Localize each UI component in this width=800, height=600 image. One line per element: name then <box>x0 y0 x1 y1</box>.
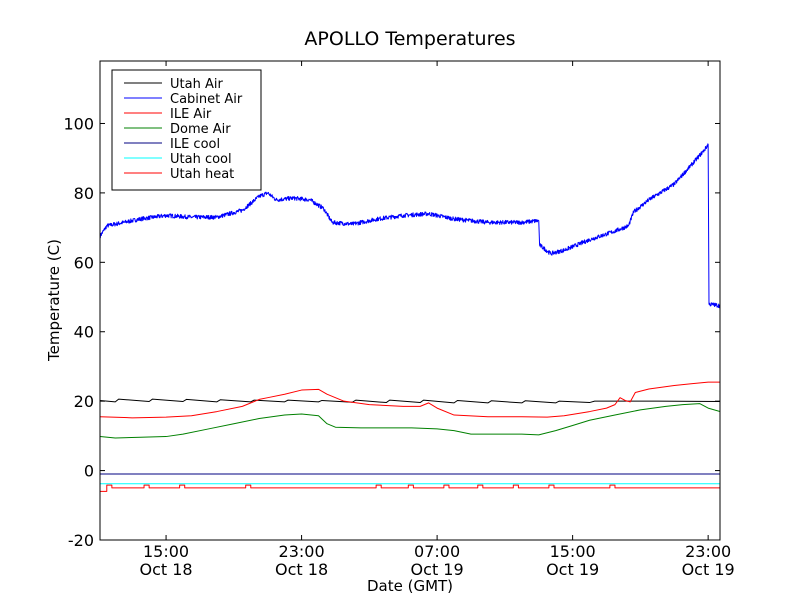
y-tick-label: -20 <box>68 531 94 550</box>
legend-label: Dome Air <box>170 122 231 137</box>
x-tick-date-label: Oct 19 <box>682 560 735 579</box>
x-tick-time-label: 23:00 <box>685 542 731 561</box>
x-tick-date-label: Oct 18 <box>275 560 328 579</box>
legend-label: Utah heat <box>170 167 234 182</box>
y-tick-label: 20 <box>74 392 94 411</box>
x-tick-date-label: Oct 19 <box>411 560 464 579</box>
y-tick-label: 0 <box>84 462 94 481</box>
y-tick-label: 60 <box>74 253 94 272</box>
series-line-utah-heat <box>100 484 720 492</box>
y-tick-label: 80 <box>74 184 94 203</box>
series-line-dome-air <box>100 403 720 439</box>
legend-label: Utah cool <box>170 152 232 167</box>
legend-label: ILE cool <box>170 137 220 152</box>
x-tick-time-label: 07:00 <box>414 542 460 561</box>
legend-label: Utah Air <box>170 77 223 92</box>
y-tick-label: 40 <box>74 323 94 342</box>
x-tick-time-label: 23:00 <box>279 542 325 561</box>
series-line-cabinet-air <box>100 143 720 309</box>
x-tick-time-label: 15:00 <box>550 542 596 561</box>
x-tick-date-label: Oct 18 <box>140 560 193 579</box>
series-line-ile-air <box>100 381 720 419</box>
x-tick-date-label: Oct 19 <box>546 560 599 579</box>
legend-label: Cabinet Air <box>170 92 243 107</box>
plot-frame <box>99 60 721 541</box>
series-line-utah-air <box>100 398 720 404</box>
legend-box <box>111 69 262 191</box>
series-layer <box>100 143 720 492</box>
y-axis-label: Temperature (C) <box>45 239 63 362</box>
chart-title: APOLLO Temperatures <box>304 28 515 50</box>
legend-label: ILE Air <box>170 107 212 122</box>
y-tick-label: 100 <box>63 114 94 133</box>
x-axis-label: Date (GMT) <box>367 577 453 595</box>
x-tick-time-label: 15:00 <box>143 542 189 561</box>
